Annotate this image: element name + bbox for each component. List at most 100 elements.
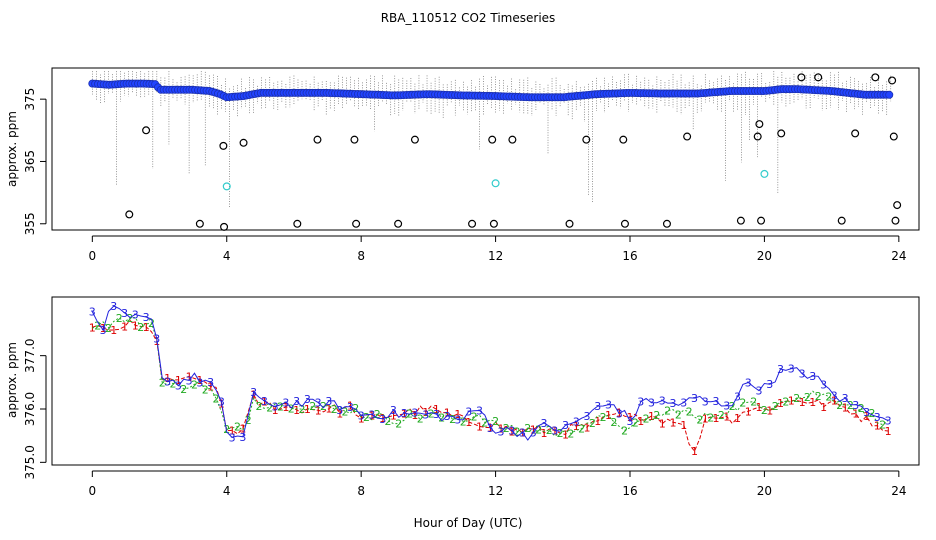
- series-marker-2: 2: [94, 319, 101, 332]
- series-marker-3: 3: [842, 392, 849, 405]
- series-marker-1: 1: [358, 412, 365, 425]
- series-marker-2: 2: [858, 402, 865, 415]
- x-tick-label: 8: [357, 484, 365, 498]
- series-marker-3: 3: [229, 431, 236, 444]
- outlier-point: [488, 135, 497, 144]
- outlier-point: [797, 73, 806, 82]
- series-marker-2: 2: [836, 399, 843, 412]
- series-marker-3: 3: [670, 397, 677, 410]
- series-marker-1: 1: [261, 396, 268, 409]
- series-marker-1: 1: [680, 419, 687, 432]
- x-tick-label: 16: [622, 484, 637, 498]
- series-marker-3: 3: [627, 415, 634, 428]
- outlier-point: [889, 132, 898, 141]
- series-marker-1: 1: [713, 412, 720, 425]
- series-marker-3: 3: [648, 397, 655, 410]
- series-marker-2: 2: [557, 427, 564, 440]
- series-marker-2: 2: [750, 396, 757, 409]
- series-marker-2: 2: [610, 416, 617, 429]
- series-marker-3: 3: [325, 395, 332, 408]
- series-marker-1: 1: [325, 403, 332, 416]
- outlier-point: [893, 201, 902, 210]
- series-marker-3: 3: [831, 390, 838, 403]
- series-marker-2: 2: [363, 411, 370, 424]
- series-marker-2: 2: [395, 418, 402, 431]
- series-marker-2: 2: [503, 422, 510, 435]
- series-marker-1: 1: [508, 425, 515, 438]
- top-y-axis-label: approx. ppm: [5, 111, 19, 187]
- series-marker-2: 2: [546, 424, 553, 437]
- series-marker-2: 2: [460, 415, 467, 428]
- outlier-point: [619, 135, 628, 144]
- series-marker-1: 1: [293, 404, 300, 417]
- series-marker-3: 3: [820, 379, 827, 392]
- series-marker-3: 3: [175, 380, 182, 393]
- series-marker-1: 1: [476, 420, 483, 433]
- series-marker-3: 3: [121, 307, 128, 320]
- cyan-point: [222, 182, 231, 191]
- series-marker-3: 3: [487, 422, 494, 435]
- series-marker-3: 3: [508, 425, 515, 438]
- series-marker-2: 2: [825, 391, 832, 404]
- series-marker-1: 1: [401, 408, 408, 421]
- series-marker-3: 3: [315, 397, 322, 410]
- series-marker-2: 2: [675, 408, 682, 421]
- series-marker-1: 1: [347, 400, 354, 413]
- outlier-point: [219, 141, 228, 150]
- series-marker-1: 1: [809, 396, 816, 409]
- cyan-point: [760, 169, 769, 178]
- series-marker-1: 1: [852, 408, 859, 421]
- x-tick-label: 0: [89, 249, 97, 263]
- series-marker-1: 1: [465, 416, 472, 429]
- series-marker-1: 1: [799, 396, 806, 409]
- outlier-point: [891, 216, 900, 225]
- series-marker-2: 2: [696, 414, 703, 427]
- series-marker-1: 1: [605, 409, 612, 422]
- series-marker-1: 1: [573, 420, 580, 433]
- series-marker-2: 2: [761, 404, 768, 417]
- series-marker-2: 2: [869, 407, 876, 420]
- x-axis-label: Hour of Day (UTC): [414, 516, 523, 530]
- series-marker-3: 3: [143, 311, 150, 324]
- series-marker-1: 1: [282, 401, 289, 414]
- series-marker-1: 1: [842, 401, 849, 414]
- outlier-point: [837, 216, 846, 225]
- series-marker-3: 3: [186, 374, 193, 387]
- series-marker-2: 2: [729, 400, 736, 413]
- series-marker-2: 2: [471, 411, 478, 424]
- x-tick-label: 0: [89, 484, 97, 498]
- outlier-point: [125, 210, 134, 219]
- series-marker-3: 3: [207, 376, 214, 389]
- series-marker-3: 3: [777, 363, 784, 376]
- outlier-point: [683, 132, 692, 141]
- series-marker-2: 2: [739, 397, 746, 410]
- series-marker-3: 3: [110, 300, 117, 313]
- series-marker-2: 2: [535, 424, 542, 437]
- series-marker-1: 1: [670, 416, 677, 429]
- series-marker-2: 2: [266, 402, 273, 415]
- series-marker-3: 3: [799, 368, 806, 381]
- outlier-point: [871, 73, 880, 82]
- series-marker-2: 2: [170, 377, 177, 390]
- series-marker-1: 1: [390, 410, 397, 423]
- series-marker-3: 3: [390, 404, 397, 417]
- y-tick-label: 375: [23, 88, 37, 111]
- series-marker-2: 2: [342, 405, 349, 418]
- bottom-x-axis: 0 4 8 12 16 20 24: [89, 470, 906, 498]
- series-marker-3: 3: [368, 408, 375, 421]
- series-marker-3: 3: [809, 370, 816, 383]
- series-marker-1: 1: [315, 404, 322, 417]
- series-marker-3: 3: [100, 324, 107, 337]
- series-marker-1: 1: [433, 403, 440, 416]
- outlier-point: [239, 138, 248, 147]
- outlier-point: [777, 129, 786, 138]
- series-marker-3: 3: [573, 416, 580, 429]
- series-marker-3: 3: [766, 378, 773, 391]
- series-marker-2: 2: [514, 425, 521, 438]
- chart-title: RBA_110512 CO2 Timeseries: [381, 11, 556, 25]
- series-marker-2: 2: [815, 390, 822, 403]
- series-marker-3: 3: [454, 414, 461, 427]
- series-marker-1: 1: [734, 412, 741, 425]
- series-marker-2: 2: [481, 417, 488, 430]
